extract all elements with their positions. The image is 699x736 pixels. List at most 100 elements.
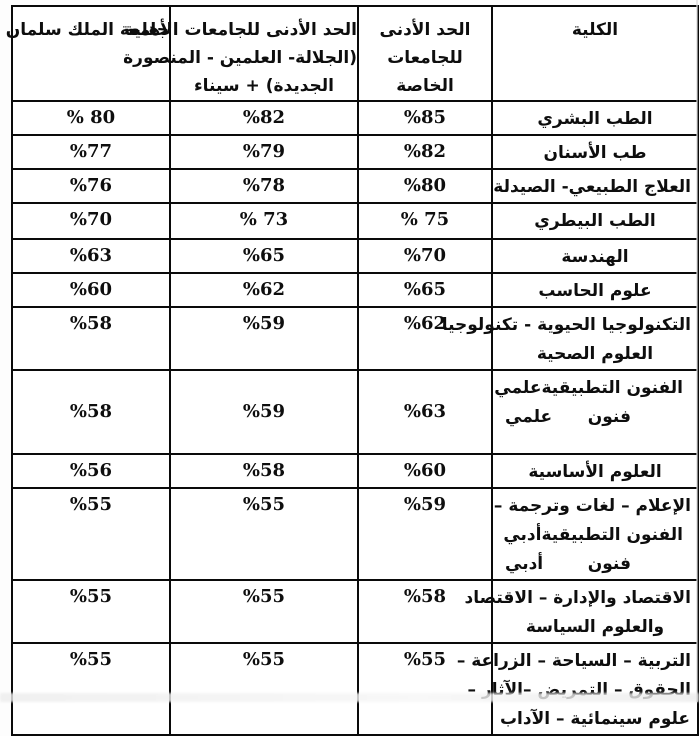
track-label: أدبي — [503, 525, 542, 545]
salman-min-cell: %55 — [11, 642, 171, 736]
header-college-label: الكلية — [571, 20, 619, 40]
college-name: علوم الحاسب — [538, 281, 652, 301]
college-name: الإعلام – لغات وترجمة – — [493, 496, 691, 516]
college-name: الهندسة — [561, 247, 629, 267]
ahlia-min-value: %58 — [242, 460, 286, 481]
salman-min-value: %55 — [69, 586, 113, 607]
college-cell: التكنولوجيا الحيوية - تكنولوجيا العلوم ا… — [442, 306, 699, 371]
ahlia-min-cell: %58 — [169, 453, 359, 489]
private-min-value: %58 — [403, 586, 447, 607]
college-name: الاقتصاد والإدارة – الاقتصاد — [464, 588, 691, 608]
college-name-part: فنون — [587, 407, 631, 427]
salman-min-cell: %55 — [11, 487, 171, 581]
college-name: التربية – السياحة – الزراعة – — [456, 651, 691, 671]
private-min-value: %70 — [403, 245, 447, 266]
private-min-cell: %62 — [357, 306, 493, 371]
college-name: فنون علمي — [499, 403, 691, 432]
table-row: طب الأسنان %82 %79 %77 — [11, 134, 699, 170]
college-name: فنون أدبي — [499, 550, 691, 579]
table-row: علوم الحاسب %65 %62 %60 — [11, 272, 699, 308]
private-min-value: %82 — [403, 141, 447, 162]
ahlia-min-cell: % 73 — [169, 202, 359, 240]
table-row: العلاج الطبيعي- الصيدلة %80 %78 %76 — [11, 168, 699, 204]
track-label: أدبي — [505, 554, 544, 574]
header-private-line: للجامعات — [387, 48, 463, 68]
college-name: العلاج الطبيعي- الصيدلة — [493, 177, 691, 197]
table-row: الفنون التطبيقية علمي فنون علمي %63 %59 … — [11, 369, 699, 455]
salman-min-value: %63 — [69, 245, 113, 266]
ahlia-min-value: %55 — [242, 586, 286, 607]
ahlia-min-value: %78 — [242, 175, 286, 196]
college-name-part: فنون — [587, 554, 631, 574]
salman-min-cell: %56 — [11, 453, 171, 489]
table-row: الإعلام – لغات وترجمة – الفنون التطبيقية… — [11, 487, 699, 581]
college-cell: طب الأسنان — [491, 134, 699, 170]
track-label: علمي — [494, 378, 542, 398]
ahlia-min-cell: %78 — [169, 168, 359, 204]
table-row: التكنولوجيا الحيوية - تكنولوجيا العلوم ا… — [11, 306, 699, 371]
private-min-cell: %85 — [357, 100, 493, 136]
salman-min-value: %76 — [69, 175, 113, 196]
ahlia-min-cell: %55 — [169, 642, 359, 736]
salman-min-value: %55 — [69, 649, 113, 670]
photo-edge-artifact — [0, 693, 699, 702]
table-row: الاقتصاد والإدارة – الاقتصاد والعلوم الس… — [11, 579, 699, 644]
private-min-value: %85 — [403, 107, 447, 128]
college-cell: العلوم الأساسية — [491, 453, 699, 489]
college-name: علوم سينمائية – الآداب — [499, 709, 691, 729]
table-row: التربية – السياحة – الزراعة – الحقوق – ا… — [11, 642, 699, 736]
header-salman-label: جامعة الملك سلمان — [5, 20, 169, 40]
private-min-cell: % 75 — [357, 202, 493, 240]
header-ahlia-line: (الجلالة- العلمين - المنصورة — [123, 48, 357, 68]
college-cell: الطب البشري — [491, 100, 699, 136]
college-cell: الفنون التطبيقية علمي فنون علمي — [491, 369, 699, 455]
photo-edge-artifact — [696, 0, 698, 702]
private-min-value: %59 — [403, 494, 447, 515]
salman-min-value: %77 — [69, 141, 113, 162]
header-college: الكلية — [491, 5, 699, 102]
table-row: الهندسة %70 %65 %63 — [11, 238, 699, 274]
salman-min-cell: %58 — [11, 369, 171, 455]
private-min-cell: %82 — [357, 134, 493, 170]
private-min-value: %55 — [403, 649, 447, 670]
ahlia-min-cell: %65 — [169, 238, 359, 274]
college-cell: علوم الحاسب — [491, 272, 699, 308]
private-min-value: % 75 — [400, 209, 450, 230]
header-private-line: الحد الأدنى — [379, 20, 471, 40]
private-min-cell: %80 — [357, 168, 493, 204]
track-label: علمي — [505, 407, 553, 427]
college-name-part: الفنون التطبيقية — [541, 378, 683, 398]
ahlia-min-cell: %62 — [169, 272, 359, 308]
ahlia-min-value: %82 — [242, 107, 286, 128]
private-min-cell: %65 — [357, 272, 493, 308]
private-min-value: %80 — [403, 175, 447, 196]
ahlia-min-value: %55 — [242, 649, 286, 670]
college-cell: الاقتصاد والإدارة – الاقتصاد والعلوم الس… — [464, 579, 699, 644]
ahlia-min-value: %59 — [242, 401, 286, 422]
header-private-min: الحد الأدنى للجامعات الخاصة — [357, 5, 493, 102]
ahlia-min-cell: %79 — [169, 134, 359, 170]
college-cell: الطب البيطري — [491, 202, 699, 240]
header-row: الكلية الحد الأدنى للجامعات الخاصة الحد … — [5, 5, 699, 102]
college-name: العلوم الأساسية — [528, 462, 662, 482]
admissions-table: الكلية الحد الأدنى للجامعات الخاصة الحد … — [5, 5, 699, 736]
college-name-part: الفنون التطبيقية — [541, 525, 683, 545]
salman-min-cell: %70 — [11, 202, 171, 240]
salman-min-value: %55 — [69, 494, 113, 515]
salman-min-cell: %60 — [11, 272, 171, 308]
college-cell: الهندسة — [491, 238, 699, 274]
college-cell: الإعلام – لغات وترجمة – الفنون التطبيقية… — [491, 487, 699, 581]
private-min-value: %60 — [403, 460, 447, 481]
salman-min-cell: %58 — [11, 306, 171, 371]
ahlia-min-value: %79 — [242, 141, 286, 162]
college-name: الفنون التطبيقية علمي — [494, 374, 691, 403]
college-name: والعلوم السياسة — [525, 617, 665, 637]
ahlia-min-value: %65 — [242, 245, 286, 266]
private-min-value: %62 — [403, 313, 447, 334]
header-private-line: الخاصة — [396, 76, 454, 96]
salman-min-cell: %55 — [11, 579, 171, 644]
private-min-cell: %60 — [357, 453, 493, 489]
college-name: الطب البيطري — [534, 211, 656, 231]
salman-min-cell: %63 — [11, 238, 171, 274]
